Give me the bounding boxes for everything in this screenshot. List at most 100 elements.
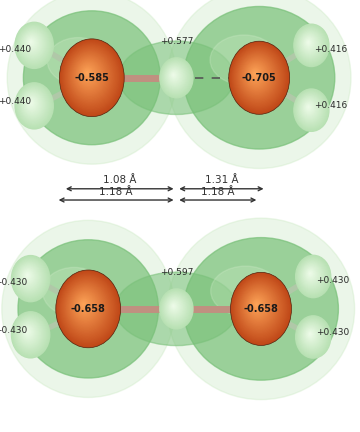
Circle shape xyxy=(301,262,323,288)
Circle shape xyxy=(172,73,176,77)
Circle shape xyxy=(19,28,46,60)
Circle shape xyxy=(85,71,89,76)
Circle shape xyxy=(307,105,310,109)
Circle shape xyxy=(307,270,314,278)
Circle shape xyxy=(305,267,318,282)
Ellipse shape xyxy=(184,6,335,149)
Circle shape xyxy=(307,41,309,43)
Ellipse shape xyxy=(48,38,109,85)
Circle shape xyxy=(300,96,320,121)
Circle shape xyxy=(294,90,328,130)
Circle shape xyxy=(24,328,31,336)
Circle shape xyxy=(305,327,318,343)
Circle shape xyxy=(297,29,324,60)
Circle shape xyxy=(57,271,120,346)
Circle shape xyxy=(12,257,49,300)
Circle shape xyxy=(249,295,267,317)
Circle shape xyxy=(26,35,38,51)
Circle shape xyxy=(58,272,118,345)
Circle shape xyxy=(299,260,325,291)
Circle shape xyxy=(246,63,266,87)
Circle shape xyxy=(304,37,314,49)
Circle shape xyxy=(81,301,87,308)
Circle shape xyxy=(71,288,101,324)
Circle shape xyxy=(306,104,311,111)
Circle shape xyxy=(63,279,111,336)
Circle shape xyxy=(308,271,312,276)
Circle shape xyxy=(29,101,32,105)
Circle shape xyxy=(244,289,273,324)
Circle shape xyxy=(302,264,321,286)
Circle shape xyxy=(16,24,51,66)
Ellipse shape xyxy=(184,238,338,380)
Circle shape xyxy=(170,302,178,311)
Circle shape xyxy=(235,49,282,105)
Circle shape xyxy=(233,276,288,341)
Circle shape xyxy=(251,297,265,314)
Circle shape xyxy=(25,35,39,52)
Circle shape xyxy=(237,280,283,336)
Circle shape xyxy=(73,56,105,95)
Text: 1.18 Å: 1.18 Å xyxy=(99,187,133,197)
Circle shape xyxy=(240,55,274,97)
Circle shape xyxy=(79,63,98,86)
Circle shape xyxy=(161,290,191,327)
Circle shape xyxy=(305,267,317,281)
Circle shape xyxy=(170,70,178,80)
Circle shape xyxy=(19,265,38,288)
Circle shape xyxy=(76,295,93,316)
Ellipse shape xyxy=(115,272,238,346)
Circle shape xyxy=(166,297,183,317)
Circle shape xyxy=(245,62,267,89)
Circle shape xyxy=(309,332,312,336)
Circle shape xyxy=(27,38,35,47)
Circle shape xyxy=(65,281,108,333)
Circle shape xyxy=(305,103,312,112)
Ellipse shape xyxy=(42,267,106,316)
Circle shape xyxy=(235,278,285,339)
Circle shape xyxy=(18,87,48,123)
Circle shape xyxy=(250,68,261,80)
Circle shape xyxy=(75,58,103,92)
Circle shape xyxy=(81,65,96,83)
Circle shape xyxy=(25,329,30,334)
Circle shape xyxy=(19,89,46,121)
Circle shape xyxy=(173,305,174,307)
Circle shape xyxy=(18,26,48,63)
Text: +0.440: +0.440 xyxy=(0,97,31,106)
Circle shape xyxy=(296,317,330,357)
Circle shape xyxy=(172,304,176,308)
Circle shape xyxy=(296,27,325,62)
Circle shape xyxy=(302,324,321,347)
Circle shape xyxy=(299,31,321,57)
Circle shape xyxy=(309,272,312,275)
Circle shape xyxy=(304,326,319,344)
Circle shape xyxy=(21,30,45,58)
Circle shape xyxy=(27,37,36,48)
Circle shape xyxy=(242,57,272,94)
Circle shape xyxy=(301,323,323,349)
Circle shape xyxy=(17,263,41,292)
Circle shape xyxy=(60,40,123,115)
Circle shape xyxy=(239,283,280,332)
Circle shape xyxy=(229,41,290,114)
Circle shape xyxy=(30,102,32,103)
Circle shape xyxy=(252,299,262,311)
Circle shape xyxy=(163,62,188,92)
Circle shape xyxy=(62,278,112,337)
Circle shape xyxy=(297,93,324,126)
Circle shape xyxy=(13,257,48,299)
Circle shape xyxy=(15,260,44,295)
Circle shape xyxy=(306,39,311,46)
Circle shape xyxy=(64,44,118,109)
Circle shape xyxy=(80,64,97,85)
Circle shape xyxy=(14,22,54,69)
Circle shape xyxy=(26,330,28,332)
Circle shape xyxy=(231,44,286,110)
Circle shape xyxy=(166,66,183,86)
Circle shape xyxy=(26,96,38,111)
Text: -0.705: -0.705 xyxy=(242,73,276,83)
Circle shape xyxy=(62,42,121,112)
Circle shape xyxy=(297,318,329,356)
Circle shape xyxy=(295,254,332,299)
